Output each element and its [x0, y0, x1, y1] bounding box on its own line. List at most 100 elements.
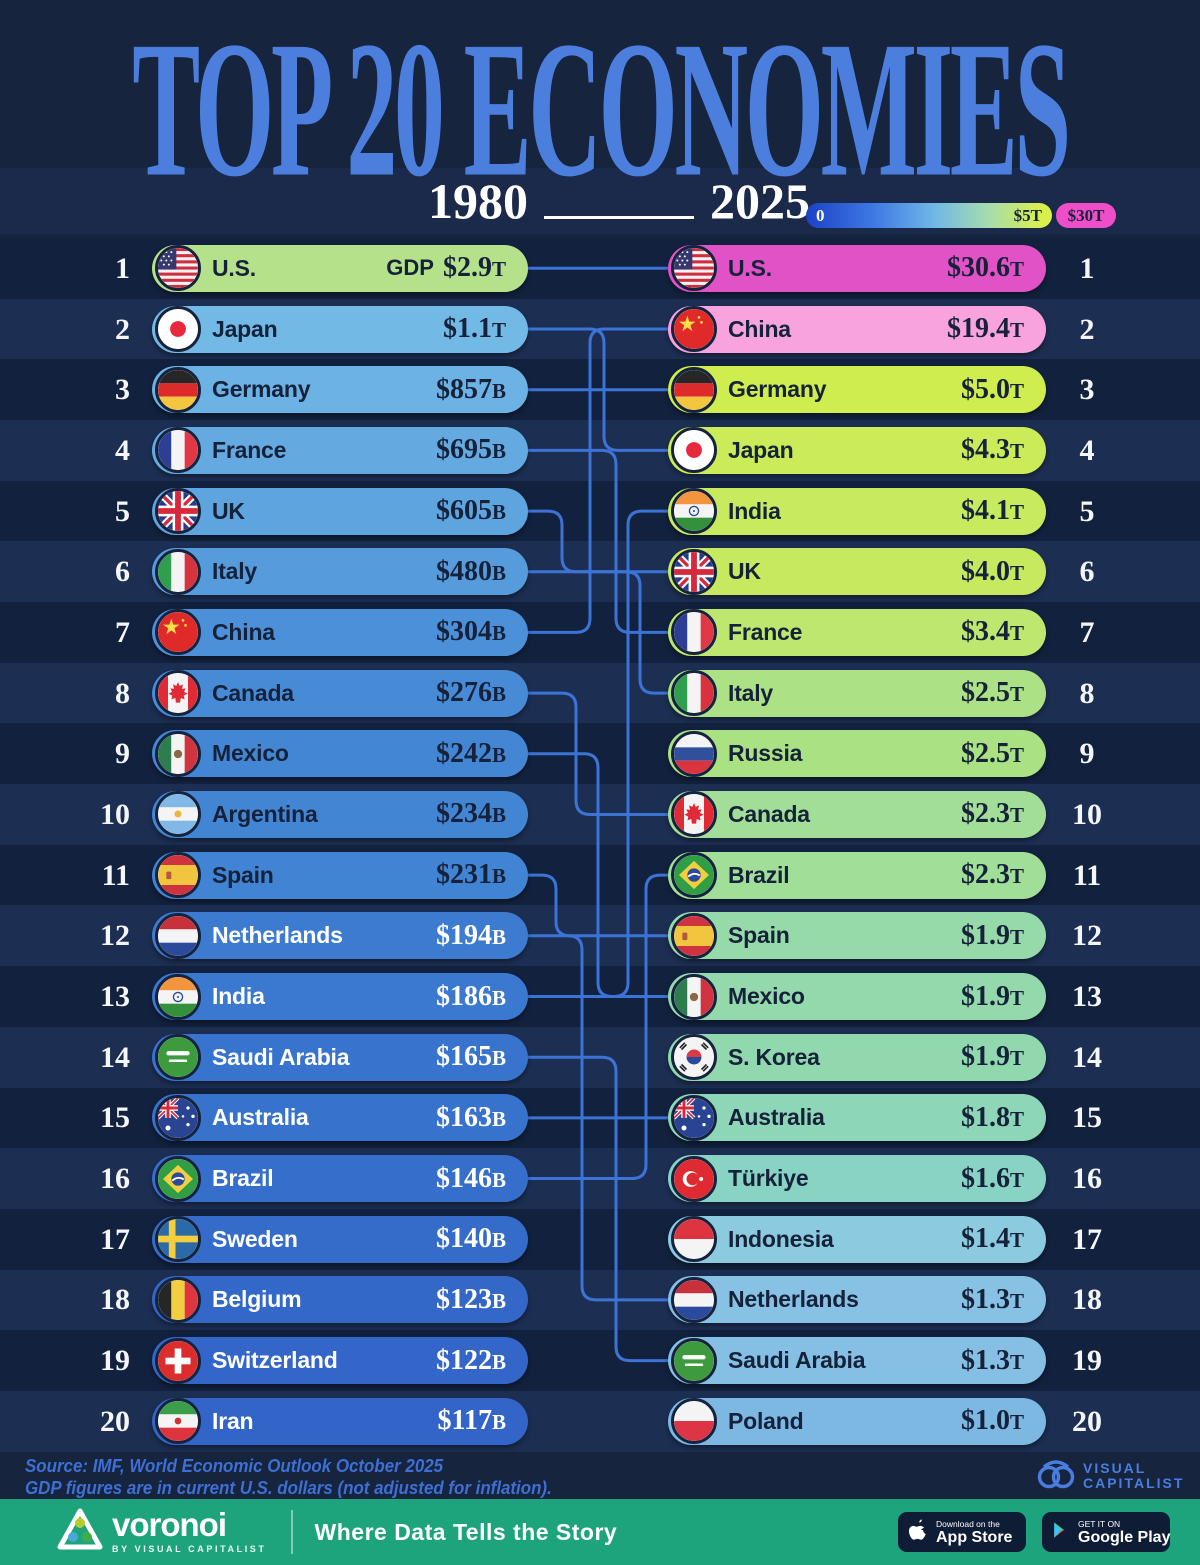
rank-label-left-14: 14 [100, 1040, 130, 1074]
country-name: Italy [728, 679, 774, 706]
rank-label-left-2: 2 [115, 312, 130, 346]
country-bar-right-germany: Germany $5.0T [668, 366, 1046, 414]
rank-label-left-8: 8 [115, 676, 130, 710]
gdp-value: $480B [435, 555, 506, 587]
year-2025-label: 2025 [710, 173, 810, 229]
googleplay-badge[interactable]: GET IT ON Google Play [1042, 1512, 1170, 1552]
country-bar-left-australia: Australia $163B [152, 1094, 528, 1142]
gdp-value: $163B [435, 1101, 506, 1133]
country-bar-left-uk: UK $605B [152, 487, 528, 535]
rank-label-right-7: 7 [1079, 615, 1095, 649]
gdp-value: $1.0T [960, 1405, 1024, 1437]
rank-label-right-16: 16 [1072, 1162, 1102, 1196]
flag-mx-icon [671, 973, 717, 1020]
connector-line-china [528, 327, 668, 634]
appstore-badge-top-text: Download on the [936, 1518, 1000, 1529]
country-bar-right-italy: Italy $2.5T [668, 669, 1046, 717]
connector-line-brazil [528, 873, 668, 1180]
legend-max-label: $30T [1067, 205, 1105, 225]
gdp-value: $2.9T [442, 252, 506, 284]
country-name: Türkiye [728, 1165, 809, 1192]
country-name: Germany [728, 376, 827, 403]
flag-fr-icon [155, 427, 201, 474]
country-name: Netherlands [212, 922, 343, 949]
gdp-value: $1.4T [960, 1223, 1024, 1255]
rank-label-right-2: 2 [1079, 312, 1095, 346]
country-name: U.S. [212, 254, 256, 281]
rank-connector-lines [528, 266, 668, 1363]
country-bar-right-canada: Canada $2.3T [668, 790, 1046, 838]
rank-label-left-7: 7 [115, 615, 130, 649]
gdp-value: $4.3T [960, 434, 1024, 466]
appstore-badge[interactable]: Download on the App Store [898, 1512, 1026, 1552]
country-bar-right-australia: Australia $1.8T [668, 1094, 1046, 1142]
country-name: Mexico [212, 740, 289, 767]
country-bar-right-indonesia: Indonesia $1.4T [668, 1215, 1046, 1263]
country-name: Poland [728, 1407, 804, 1434]
gdp-value: $304B [435, 616, 506, 648]
country-bar-right-t-rkiye: Türkiye $1.6T [668, 1155, 1046, 1203]
rank-label-left-20: 20 [100, 1404, 130, 1438]
gdp-value: $30.6T [946, 252, 1024, 284]
flag-be-icon [155, 1276, 201, 1323]
appstore-badge-bottom-text: App Store [936, 1528, 1013, 1546]
country-name: France [212, 436, 287, 463]
country-bar-right-japan: Japan $4.3T [668, 426, 1046, 474]
country-bar-left-italy: Italy $480B [152, 548, 528, 596]
flag-ar-icon [155, 791, 201, 838]
country-name: Canada [212, 679, 294, 706]
legend-max-pill: $30T [1056, 203, 1116, 228]
visual-capitalist-wordmark: VISUAL CAPITALIST [1083, 1459, 1185, 1491]
rank-label-left-6: 6 [115, 555, 130, 589]
flag-mx-icon [155, 730, 201, 777]
country-name: Brazil [728, 861, 790, 888]
gdp-value: $2.5T [960, 737, 1024, 769]
gdp-value: $146B [435, 1162, 506, 1194]
country-bar-left-argentina: Argentina $234B [152, 790, 528, 838]
flag-pl-icon [671, 1398, 717, 1445]
flag-cn-icon [155, 609, 201, 656]
connector-line-italy [528, 570, 668, 695]
country-bar-left-canada: Canada $276B [152, 669, 528, 717]
gdp-value: $2.3T [960, 798, 1024, 830]
country-name: Spain [728, 922, 790, 949]
flag-jp-icon [671, 427, 717, 474]
flag-de-icon [671, 366, 717, 413]
footer-tagline: Where Data Tells the Story [314, 1518, 618, 1545]
rank-label-left-17: 17 [100, 1222, 130, 1256]
country-bar-left-china: China $304B [152, 608, 528, 656]
voronoi-wordmark: voronoi [112, 1506, 227, 1543]
flag-au-icon [671, 1094, 717, 1141]
rank-label-left-18: 18 [100, 1283, 130, 1317]
flag-tr-icon [671, 1155, 717, 1202]
year-divider-line [544, 216, 694, 219]
source-line-1: Source: IMF, World Economic Outlook Octo… [25, 1456, 444, 1476]
rank-label-right-14: 14 [1072, 1040, 1102, 1074]
rank-label-left-5: 5 [115, 494, 130, 528]
legend-min-label: 0 [816, 205, 825, 225]
gdp-value: $605B [435, 495, 506, 527]
country-bar-left-france: France $695B [152, 426, 528, 474]
rank-label-right-6: 6 [1079, 555, 1095, 589]
flag-de-icon [155, 366, 201, 413]
country-bar-right-france: France $3.4T [668, 608, 1046, 656]
gdp-value: $186B [435, 980, 506, 1012]
country-bar-right-china: China $19.4T [668, 305, 1046, 353]
gdp-label: GDP [386, 255, 434, 281]
rank-label-right-20: 20 [1072, 1404, 1102, 1438]
gdp-value: $1.9T [960, 1041, 1024, 1073]
country-bar-left-belgium: Belgium $123B [152, 1276, 528, 1324]
country-name: India [728, 497, 781, 524]
gdp-value: $140B [435, 1223, 506, 1255]
country-name: UK [212, 497, 245, 524]
country-name: China [728, 315, 791, 342]
country-bar-right-spain: Spain $1.9T [668, 912, 1046, 960]
gdp-value: $122B [435, 1344, 506, 1376]
rank-label-left-12: 12 [100, 919, 130, 953]
year-subtitle: 1980 2025 [0, 176, 810, 226]
country-bar-right-india: India $4.1T [668, 487, 1046, 535]
flag-br-icon [155, 1155, 201, 1202]
binoculars-icon [1035, 1457, 1077, 1494]
gdp-value: $1.9T [960, 980, 1024, 1012]
